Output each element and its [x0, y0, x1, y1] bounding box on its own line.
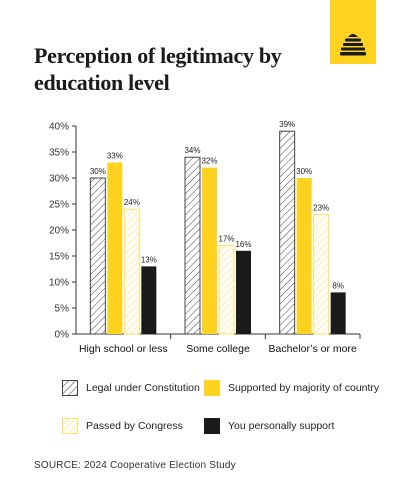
legend-label: You personally support: [228, 420, 335, 432]
bar: [218, 245, 235, 335]
bar: [236, 250, 251, 334]
hatch-dark-swatch-icon: [62, 380, 78, 396]
black-swatch-icon: [204, 418, 220, 434]
bar: [123, 208, 140, 335]
legend-item-legal: Legal under Constitution: [62, 380, 200, 396]
beehive-icon: [330, 0, 376, 64]
chart-title: Perception of legitimacy by education le…: [34, 43, 282, 95]
bar-value-label: 39%: [279, 120, 295, 129]
legend-item-personal: You personally support: [204, 418, 334, 434]
y-tick-label: 35%: [49, 148, 69, 159]
bar-value-label: 16%: [235, 240, 251, 249]
hatch-yellow-swatch-icon: [62, 418, 78, 434]
y-tick-label: 15%: [49, 252, 69, 263]
bar-value-label: 34%: [184, 146, 200, 155]
bar: [202, 167, 217, 334]
source-note: SOURCE: 2024 Cooperative Election Study: [34, 460, 236, 471]
bar: [313, 213, 330, 335]
bar-value-label: 33%: [107, 151, 123, 160]
legend-item-congress: Passed by Congress: [62, 418, 183, 434]
bar: [296, 178, 312, 334]
category-label: Bachelor’s or more: [269, 343, 357, 355]
chart-legend: Legal under Constitution Supported by ma…: [62, 380, 382, 440]
bar-value-label: 23%: [313, 203, 329, 212]
bar: [89, 177, 106, 335]
y-tick-label: 5%: [55, 304, 70, 315]
category-label: Some college: [186, 343, 250, 355]
bar: [330, 292, 346, 334]
y-tick-label: 40%: [49, 122, 69, 133]
y-tick-label: 25%: [49, 200, 69, 211]
bar: [107, 162, 123, 334]
bar-value-label: 32%: [201, 157, 217, 166]
bar: [279, 130, 296, 335]
y-tick-label: 10%: [49, 278, 69, 289]
bar: [184, 156, 201, 335]
y-tick-label: 20%: [49, 226, 69, 237]
legend-label: Supported by majority of country: [228, 382, 380, 394]
y-tick-label: 30%: [49, 174, 69, 185]
category-label: High school or less: [79, 343, 168, 355]
bar-chart: 0%5%10%15%20%25%30%35%40%30%33%24%13%Hig…: [49, 120, 361, 355]
bar-value-label: 30%: [296, 167, 312, 176]
legend-label: Passed by Congress: [86, 420, 183, 432]
bar-value-label: 24%: [124, 198, 140, 207]
bar-value-label: 17%: [218, 235, 234, 244]
bar: [141, 266, 157, 334]
yellow-swatch-icon: [204, 380, 220, 396]
bar-value-label: 8%: [332, 281, 344, 290]
bar-value-label: 13%: [141, 255, 157, 264]
y-tick-label: 0%: [55, 330, 70, 341]
legend-item-majority: Supported by majority of country: [204, 380, 379, 396]
bar-value-label: 30%: [90, 167, 106, 176]
legend-label: Legal under Constitution: [86, 382, 200, 394]
